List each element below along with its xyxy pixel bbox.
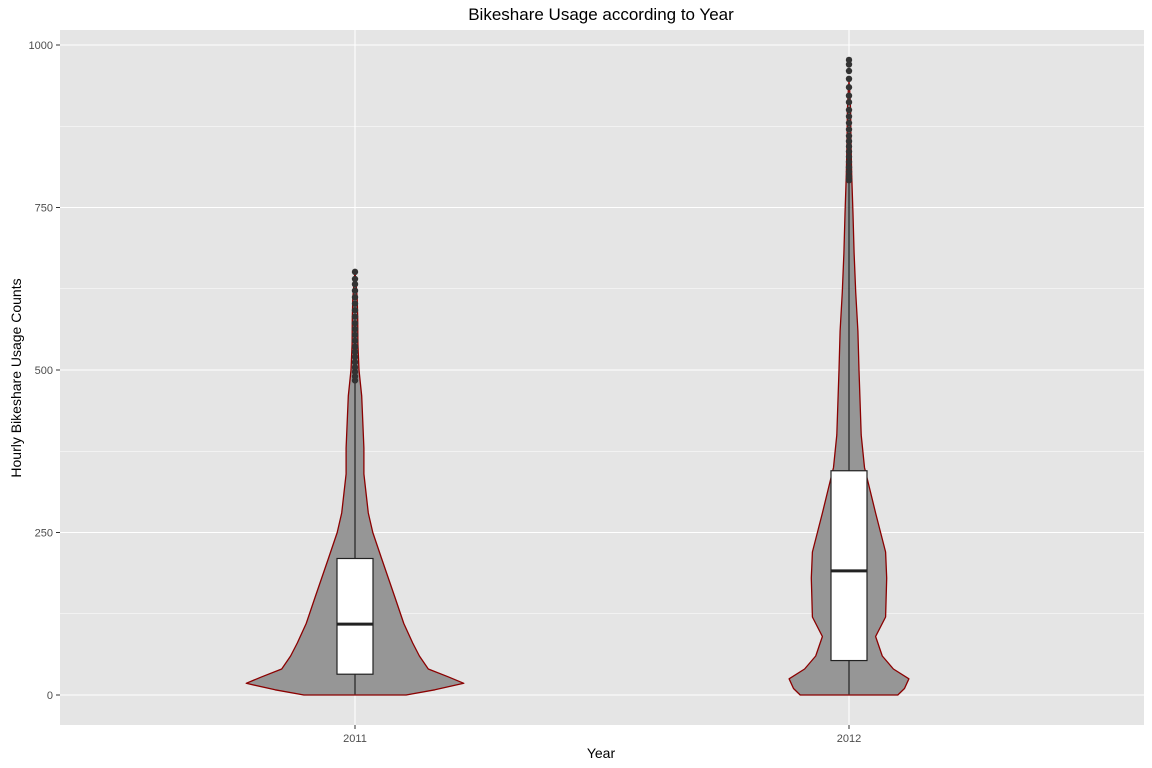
outlier-point <box>845 173 853 180</box>
outlier-point <box>351 325 359 333</box>
outlier-point <box>845 75 853 83</box>
outlier-point <box>351 294 359 301</box>
x-axis-title: Year <box>587 745 616 761</box>
outlier-point <box>351 307 359 314</box>
y-tick-label: 250 <box>35 528 53 540</box>
y-axis-title: Hourly Bikeshare Usage Counts <box>8 278 24 477</box>
outlier-point <box>351 353 359 361</box>
x-tick-label: 2011 <box>343 733 367 745</box>
outlier-point <box>845 164 853 171</box>
outlier-point <box>845 138 853 145</box>
outlier-point <box>845 168 853 175</box>
outlier-point <box>845 67 853 75</box>
outlier-point <box>351 287 359 294</box>
outlier-point <box>351 373 359 380</box>
outlier-point <box>351 348 359 355</box>
outlier-point <box>845 148 853 155</box>
outlier-point <box>845 126 853 133</box>
outlier-point <box>351 368 359 376</box>
outlier-point <box>351 275 359 283</box>
outlier-point <box>351 281 359 288</box>
y-axis: 0 250 500 750 1000 <box>29 40 60 702</box>
box-iqr <box>830 470 868 662</box>
outlier-point <box>351 320 359 327</box>
outlier-point <box>351 300 359 307</box>
chart-title: Bikeshare Usage according to Year <box>468 5 734 24</box>
violins <box>245 56 910 696</box>
outlier-point <box>351 331 359 339</box>
outlier-point <box>845 143 853 150</box>
violin-group-2011 <box>245 268 465 696</box>
outlier-point <box>845 106 853 114</box>
outlier-point <box>845 119 853 127</box>
violin-group-2012 <box>788 56 910 696</box>
y-tick-label: 1000 <box>29 40 53 52</box>
x-tick-label: 2012 <box>837 733 861 745</box>
outlier-point <box>845 92 853 99</box>
outlier-point <box>845 84 853 91</box>
outlier-point <box>351 343 359 350</box>
outlier-point <box>351 359 359 366</box>
outlier-point <box>845 99 853 106</box>
outlier-point <box>845 56 853 64</box>
outlier-point <box>351 337 359 344</box>
x-axis: 2011 2012 <box>343 725 861 745</box>
outlier-point <box>845 153 853 160</box>
plot-panel <box>60 30 1144 725</box>
y-tick-label: 500 <box>35 365 53 377</box>
y-tick-label: 0 <box>47 690 53 702</box>
outlier-point <box>845 113 853 120</box>
outlier-point <box>845 158 853 166</box>
y-tick-label: 750 <box>35 203 53 215</box>
outlier-point <box>351 313 359 320</box>
outlier-point <box>845 61 853 68</box>
box-iqr <box>336 557 374 675</box>
outlier-point <box>351 268 359 276</box>
outlier-point <box>845 132 853 140</box>
outlier-point <box>351 364 359 371</box>
